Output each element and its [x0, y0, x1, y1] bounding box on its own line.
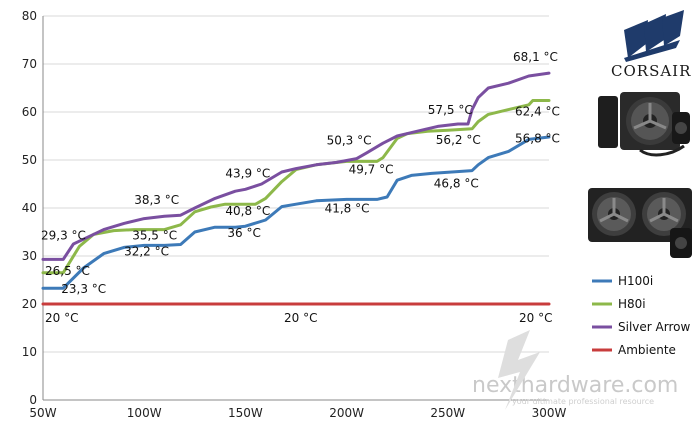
- data-label: 26,5 °C: [45, 264, 90, 278]
- data-label: 20 °C: [45, 311, 78, 325]
- data-label: 38,3 °C: [134, 193, 179, 207]
- data-label: 35,5 °C: [132, 229, 177, 243]
- x-tick-label: 300W: [532, 406, 567, 420]
- y-tick-label: 30: [22, 249, 37, 263]
- data-label: 56,8 °C: [515, 131, 560, 145]
- y-tick-label: 20: [22, 297, 37, 311]
- y-tick-label: 40: [22, 201, 37, 215]
- data-label: 32,2 °C: [124, 244, 169, 258]
- data-label: 46,8 °C: [434, 176, 479, 190]
- legend-label: H80i: [618, 297, 646, 311]
- data-label: 41,8 °C: [325, 201, 370, 215]
- data-label: 68,1 °C: [513, 50, 558, 64]
- data-label: 20 °C: [284, 311, 317, 325]
- y-tick-label: 0: [29, 393, 37, 407]
- data-label: 23,3 °C: [61, 282, 106, 296]
- x-tick-label: 150W: [228, 406, 263, 420]
- data-label: 36 °C: [227, 226, 260, 240]
- data-label: 56,2 °C: [436, 133, 481, 147]
- watermark-text: nexthardware.com: [472, 373, 678, 398]
- watermark: nexthardware.com your ultimate professio…: [472, 330, 678, 410]
- legend: H100i H80i Silver Arrow Ambiente: [592, 274, 690, 357]
- data-label: 62,4 °C: [515, 104, 560, 118]
- series-line-h100i: [41, 135, 551, 290]
- data-labels: 29,3 °C 26,5 °C 23,3 °C 38,3 °C 35,5 °C32,2 …: [41, 50, 560, 325]
- data-label: 43,9 °C: [225, 166, 270, 180]
- legend-label: Silver Arrow: [618, 320, 690, 334]
- data-label: 20 °C: [519, 311, 552, 325]
- corsair-sails-icon: [624, 10, 684, 62]
- data-label: 57,5 °C: [428, 103, 473, 117]
- watermark-x-icon: [498, 330, 540, 410]
- grid-lines: [43, 15, 549, 401]
- y-tick-label: 80: [22, 9, 37, 23]
- y-tick-label: 70: [22, 57, 37, 71]
- data-label: 49,7 °C: [349, 162, 394, 176]
- x-tick-label: 100W: [127, 406, 162, 420]
- product-image-cooler-single: [598, 92, 690, 157]
- legend-label: Ambiente: [618, 343, 676, 357]
- y-tick-labels: 0 10 20 30 40 50 60 70 80: [22, 9, 37, 407]
- product-image-cooler-dual: [588, 188, 692, 258]
- x-tick-label: 50W: [29, 406, 56, 420]
- data-label: 40,8 °C: [225, 204, 270, 218]
- data-label: 50,3 °C: [327, 134, 372, 148]
- series-lines: [41, 71, 551, 306]
- x-tick-label: 200W: [329, 406, 364, 420]
- legend-label: H100i: [618, 274, 653, 288]
- watermark-subtext: your ultimate professional resource: [512, 397, 654, 406]
- y-tick-label: 10: [22, 345, 37, 359]
- axes: [42, 16, 549, 401]
- corsair-logo: CORSAIR: [611, 10, 691, 80]
- y-tick-label: 60: [22, 105, 37, 119]
- y-tick-label: 50: [22, 153, 37, 167]
- data-label: 29,3 °C: [41, 228, 86, 242]
- corsair-logo-text: CORSAIR: [611, 62, 691, 80]
- x-tick-label: 250W: [430, 406, 465, 420]
- x-tick-labels: 50W 100W 150W 200W 250W 300W: [29, 406, 566, 420]
- series-line-silver-arrow: [41, 71, 551, 261]
